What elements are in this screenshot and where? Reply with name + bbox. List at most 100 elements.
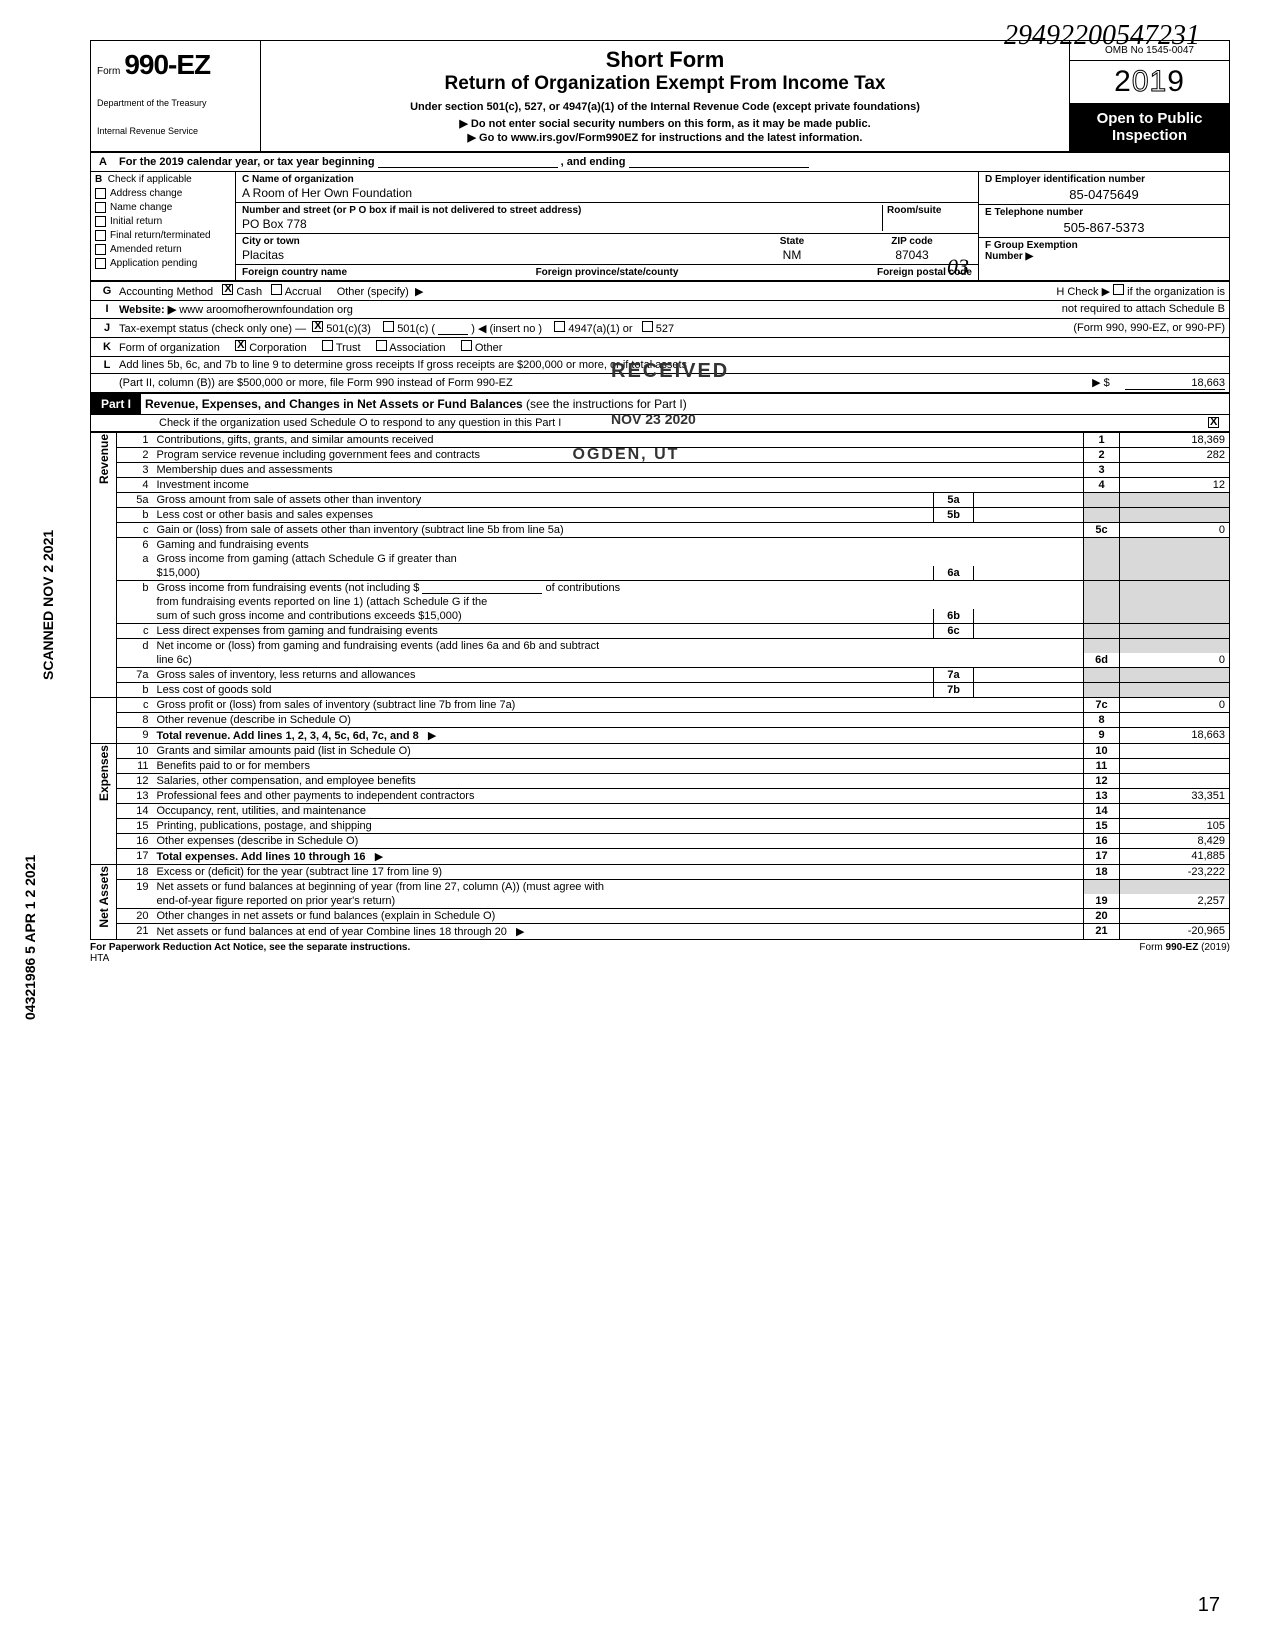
lbl-pending: Application pending (110, 258, 197, 269)
l19-num2 (117, 894, 153, 909)
l6a-rnum2 (1084, 566, 1120, 581)
footer-right: Form Form 990-EZ (2019)990-EZ (2019) (1139, 942, 1230, 964)
chk-other[interactable] (461, 340, 472, 351)
chk-final[interactable] (95, 230, 106, 241)
l6b-num: b (117, 580, 153, 595)
chk-amended[interactable] (95, 244, 106, 255)
open2: Inspection (1112, 127, 1187, 144)
g-label: G (95, 285, 119, 297)
chk-name-change[interactable] (95, 202, 106, 213)
l7b-rnum (1084, 682, 1120, 697)
row-a-blank1[interactable] (378, 156, 558, 168)
l6c-val (1120, 623, 1230, 638)
h-text: if the organization is (1127, 286, 1225, 298)
j-501c: 501(c) ( (397, 323, 435, 335)
l7b-ival[interactable] (974, 682, 1084, 697)
g-acct: Accounting Method (119, 286, 213, 298)
l7c-num: c (117, 697, 153, 712)
l1-rnum: 1 (1084, 432, 1120, 447)
c-foreign-prov: Foreign province/state/county (536, 267, 679, 278)
open-to-public: Open to Public Inspection (1070, 104, 1229, 151)
chk-cash[interactable] (222, 284, 233, 295)
k-corp: Corporation (249, 342, 306, 354)
chk-assoc[interactable] (376, 340, 387, 351)
l7a-rnum (1084, 667, 1120, 682)
chk-addr-change[interactable] (95, 188, 106, 199)
chk-501c[interactable] (383, 321, 394, 332)
l5b-ival[interactable] (974, 507, 1084, 522)
l17-val: 41,885 (1120, 848, 1230, 864)
l6b-val2 (1120, 595, 1230, 609)
l-label: L (95, 359, 119, 371)
l6b-rnum3 (1084, 609, 1120, 624)
l6a-ival[interactable] (974, 566, 1084, 581)
chk-sched-o[interactable] (1208, 417, 1219, 428)
side-revenue-cont (91, 697, 117, 743)
form-number: 990-EZ (124, 49, 210, 81)
j-501c3: 501(c)(3) (326, 323, 371, 335)
c-name-label: C Name of organization (242, 174, 972, 185)
chk-h[interactable] (1113, 284, 1124, 295)
expenses-vert: Expenses (97, 745, 111, 801)
f-label2: Number ▶ (985, 251, 1223, 262)
l6b-num2 (117, 595, 153, 609)
row-l-2: (Part II, column (B)) are $500,000 or mo… (90, 373, 1230, 393)
l4-num: 4 (117, 477, 153, 492)
l16-rnum: 16 (1084, 833, 1120, 848)
l6b-blank[interactable] (422, 582, 542, 594)
k-label: K (95, 341, 119, 353)
l1-num: 1 (117, 432, 153, 447)
j-label: J (95, 322, 119, 334)
l17-desc: Total expenses. Add lines 10 through 16 … (153, 848, 1084, 864)
chk-501c3[interactable] (312, 321, 323, 332)
chk-accrual[interactable] (271, 284, 282, 295)
row-a-blank2[interactable] (629, 156, 809, 168)
l7a-ival[interactable] (974, 667, 1084, 682)
l5a-ival[interactable] (974, 492, 1084, 507)
l16-val: 8,429 (1120, 833, 1230, 848)
l12-desc: Salaries, other compensation, and employ… (153, 773, 1084, 788)
l7a-num: 7a (117, 667, 153, 682)
l6b-num3 (117, 609, 153, 624)
l6-num: 6 (117, 537, 153, 552)
l6b-ival[interactable] (974, 609, 1084, 624)
l21-num: 21 (117, 923, 153, 939)
l18-desc: Excess or (deficit) for the year (subtra… (153, 864, 1084, 879)
l2-rnum: 2 (1084, 447, 1120, 462)
l12-rnum: 12 (1084, 773, 1120, 788)
l6a-val (1120, 552, 1230, 566)
g-other: Other (specify) (337, 286, 409, 298)
g-accrual: Accrual (285, 286, 322, 298)
row-j: J Tax-exempt status (check only one) — 5… (90, 318, 1230, 337)
row-a-begin: For the 2019 calendar year, or tax year … (119, 156, 375, 168)
l16-desc: Other expenses (describe in Schedule O) (153, 833, 1084, 848)
l12-num: 12 (117, 773, 153, 788)
l6a-desc1: Gross income from gaming (attach Schedul… (153, 552, 1084, 566)
l6a-rnum (1084, 552, 1120, 566)
l6-desc: Gaming and fundraising events (153, 537, 1084, 552)
chk-527[interactable] (642, 321, 653, 332)
l5b-num: b (117, 507, 153, 522)
dept-treasury: Department of the Treasury (97, 99, 254, 109)
l8-rnum: 8 (1084, 712, 1120, 727)
l6c-ival[interactable] (974, 623, 1084, 638)
l13-rnum: 13 (1084, 788, 1120, 803)
l17-desc-text: Total expenses. Add lines 10 through 16 (157, 851, 366, 863)
l4-rnum: 4 (1084, 477, 1120, 492)
j-501c-b: ) ◀ (insert no ) (471, 323, 542, 335)
year-m: 01 (1132, 65, 1167, 98)
chk-corp[interactable] (235, 340, 246, 351)
chk-trust[interactable] (322, 340, 333, 351)
j-501c-blank[interactable] (438, 323, 468, 335)
l7b-inum: 7b (934, 682, 974, 697)
k-text: Form of organization (119, 342, 220, 354)
footer-hta: HTA (90, 953, 109, 964)
chk-initial[interactable] (95, 216, 106, 227)
l6c-rnum (1084, 623, 1120, 638)
chk-pending[interactable] (95, 258, 106, 269)
l20-val (1120, 908, 1230, 923)
form-word: Form (97, 66, 120, 77)
k-trust: Trust (336, 342, 361, 354)
l21-desc-text: Net assets or fund balances at end of ye… (157, 926, 507, 938)
chk-4947[interactable] (554, 321, 565, 332)
